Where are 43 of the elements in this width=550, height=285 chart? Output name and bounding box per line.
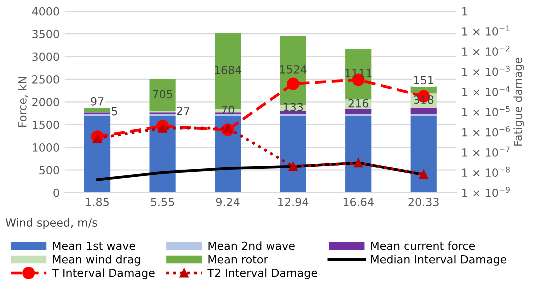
y-tick-label: 3000 [32, 52, 60, 62]
y-tick-label: 4000 [32, 7, 60, 16]
x-tick-label: 20.33 [408, 198, 439, 206]
data-label: 97 [91, 97, 104, 106]
legend-label: Mean 2nd wave [208, 242, 295, 250]
y2-tick-label: 1 × 10$^{−4}$ [462, 86, 510, 96]
x-tick-label: 9.24 [216, 198, 240, 206]
data-label: 27 [177, 106, 190, 116]
y-tick-label: 3500 [32, 30, 60, 38]
legend-label: Mean current force [371, 242, 476, 250]
y2-tick-label: 1 × 10$^{−9}$ [462, 187, 510, 198]
y2-tick-label: 1 × 10$^{−5}$ [462, 106, 510, 117]
y-axis-title: Force, kN [18, 77, 28, 128]
y2-axis-title: Fatigue damage [514, 58, 524, 146]
data-label: 216 [348, 99, 369, 108]
legend-label: Median Interval Damage [371, 255, 507, 266]
y-tick-label: 2500 [32, 75, 60, 84]
y-tick-label: 2000 [32, 98, 60, 107]
y-tick-label: 500 [40, 166, 60, 175]
y2-tick-label: 1 × 10$^{−3}$ [462, 66, 510, 76]
data-label: 151 [414, 76, 434, 85]
legend-label: Mean wind drag [53, 255, 140, 266]
y2-tick-label: 1 [462, 8, 468, 16]
y2-tick-label: 1 × 10$^{−8}$ [462, 166, 510, 178]
x-tick-label: 16.64 [344, 198, 374, 206]
legend-label: T Interval Damage [52, 268, 155, 280]
y2-tick-label: 1 × 10$^{−1}$ [462, 26, 510, 36]
y2-tick-label: 1 × 10$^{−6}$ [462, 126, 510, 137]
x-axis-title: Wind speed, m/s [6, 218, 98, 230]
data-label: 133 [284, 103, 304, 112]
data-label: 5 [112, 107, 118, 116]
y-tick-label: 0 [54, 188, 60, 198]
legend-label: T2 Interval Damage [208, 268, 318, 280]
legend-label: Mean 1st wave [53, 242, 136, 250]
y-tick-label: 1000 [32, 144, 60, 152]
x-tick-label: 12.94 [278, 198, 309, 206]
legend-label: Mean rotor [208, 256, 268, 264]
y2-tick-label: 1 × 10$^{−7}$ [462, 146, 510, 157]
y2-tick-label: 1 × 10$^{−2}$ [462, 46, 510, 56]
data-label: 705 [153, 90, 172, 99]
x-tick-label: 1.85 [86, 198, 109, 206]
y-tick-label: 1500 [32, 120, 60, 130]
x-tick-label: 5.55 [151, 198, 174, 206]
